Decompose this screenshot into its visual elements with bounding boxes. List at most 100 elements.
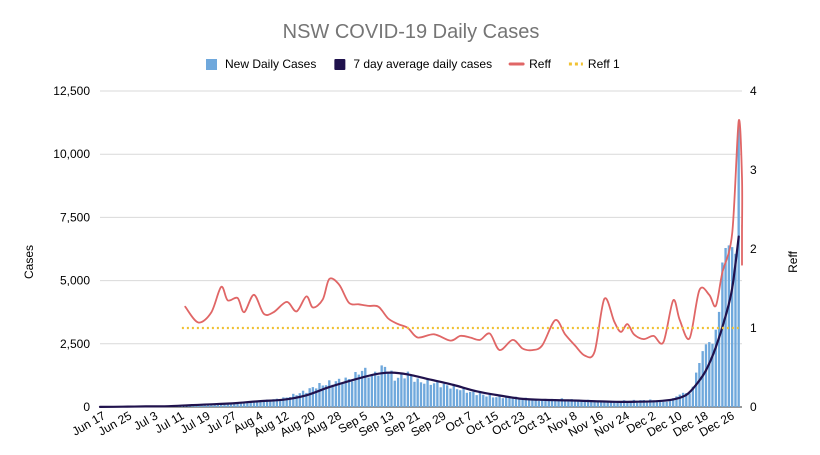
bar <box>724 248 726 407</box>
bar <box>600 402 602 407</box>
y2-tick-label: 4 <box>750 84 757 98</box>
y2-tick-label: 1 <box>750 321 757 335</box>
bar <box>407 372 409 407</box>
y2-tick-label: 0 <box>750 400 757 414</box>
bar <box>354 372 356 407</box>
bar <box>410 375 412 407</box>
bar <box>702 351 704 407</box>
bar <box>662 402 664 407</box>
bar <box>495 397 497 407</box>
bar <box>453 385 455 407</box>
bar <box>528 400 530 407</box>
bar <box>440 387 442 407</box>
legend-label-reff: Reff <box>529 57 551 71</box>
bar <box>341 384 343 408</box>
bar <box>502 398 504 407</box>
bar <box>505 397 507 407</box>
bar <box>312 387 314 407</box>
bar <box>459 390 461 407</box>
y-tick-label: 7,500 <box>60 210 90 224</box>
bar <box>433 383 435 407</box>
bar <box>426 379 428 407</box>
bar <box>309 388 311 407</box>
bar <box>695 373 697 407</box>
legend-swatch-7-day-average-daily-cases <box>334 59 345 70</box>
line-series <box>100 120 742 407</box>
y-tick-label: 12,500 <box>53 84 90 98</box>
bar <box>538 401 540 407</box>
bar <box>331 385 333 407</box>
bar <box>479 393 481 407</box>
bar <box>728 245 730 407</box>
bar <box>436 382 438 407</box>
bar <box>364 368 366 407</box>
bar <box>715 330 717 407</box>
bar <box>449 389 451 407</box>
bar <box>430 385 432 407</box>
bar <box>472 392 474 407</box>
bar <box>367 378 369 408</box>
bar <box>413 382 415 407</box>
bar <box>259 402 261 408</box>
bar <box>381 365 383 407</box>
bar <box>718 312 720 407</box>
bar <box>390 371 392 407</box>
legend-label-reff-1: Reff 1 <box>588 57 620 71</box>
bar <box>512 399 514 407</box>
y2-tick-label: 3 <box>750 163 757 177</box>
y-tick-label: 0 <box>83 400 90 414</box>
y-tick-label: 2,500 <box>60 337 90 351</box>
bar <box>521 399 523 407</box>
bar <box>351 382 353 408</box>
y-tick-label: 10,000 <box>53 147 90 161</box>
bar <box>485 397 487 408</box>
bar <box>292 394 294 407</box>
bar <box>456 389 458 407</box>
left-axis-ticks: 0 2,500 5,000 7,500 10,000 12,500 <box>53 84 90 414</box>
bar <box>489 395 491 407</box>
bar <box>318 383 320 407</box>
y2-tick-label: 2 <box>750 242 757 256</box>
legend-swatch-new-daily-cases <box>206 59 217 70</box>
bar <box>492 397 494 407</box>
y-axis-label: Cases <box>22 245 36 279</box>
bar <box>417 378 419 407</box>
bar <box>374 372 376 407</box>
bar <box>531 400 533 407</box>
bar <box>705 344 707 407</box>
bar <box>698 363 700 407</box>
bar <box>721 263 723 408</box>
y-tick-label: 5,000 <box>60 274 90 288</box>
bar <box>387 374 389 407</box>
bar <box>397 378 399 407</box>
bar <box>299 393 301 407</box>
bar <box>688 393 690 407</box>
bar <box>466 393 468 407</box>
bar <box>328 380 330 407</box>
bar <box>548 401 550 407</box>
bar <box>394 381 396 407</box>
right-axis-ticks: 0 1 2 3 4 <box>750 84 757 414</box>
bar <box>377 376 379 407</box>
bar <box>443 384 445 407</box>
bar <box>420 382 422 407</box>
bar <box>482 395 484 407</box>
bar <box>682 393 684 407</box>
bar <box>302 391 304 407</box>
bar <box>462 388 464 407</box>
gridlines <box>100 91 742 407</box>
y2-axis-label: Reff <box>786 250 800 272</box>
bar <box>469 392 471 407</box>
bar <box>476 395 478 407</box>
series-line-reff <box>185 120 742 358</box>
chart-title: NSW COVID-19 Daily Cases <box>283 21 540 43</box>
bar <box>738 124 740 407</box>
bar <box>348 379 350 407</box>
bar <box>423 384 425 407</box>
bar <box>666 402 668 407</box>
bar <box>498 396 500 407</box>
